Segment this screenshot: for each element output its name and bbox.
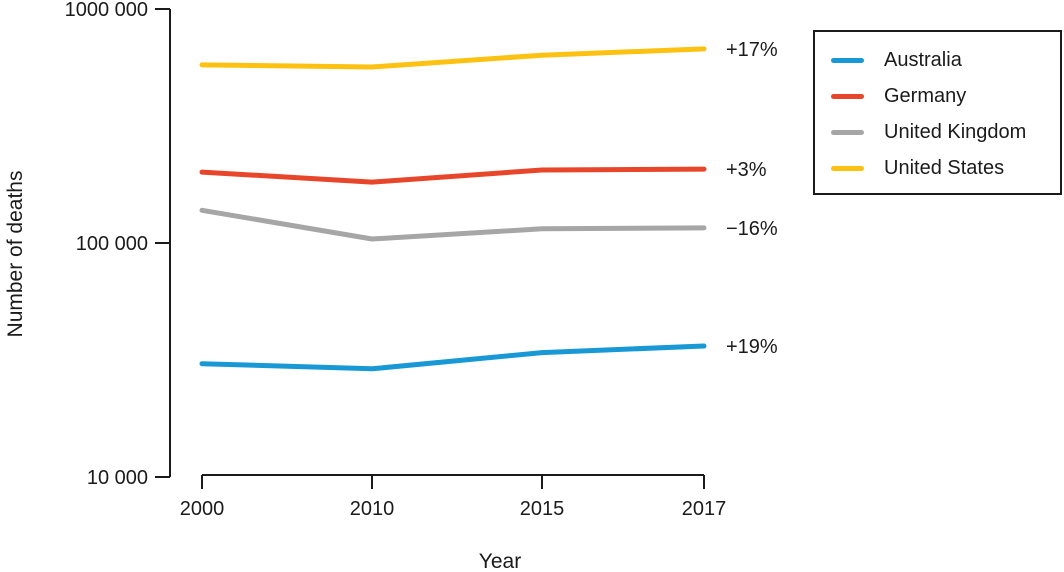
legend-label: United States <box>884 156 1005 179</box>
y-axis-title: Number of deaths <box>4 171 27 338</box>
legend-swatch <box>831 165 864 171</box>
series-line-germany <box>199 166 707 185</box>
x-tick-label: 2017 <box>682 498 727 520</box>
x-axis-tick-labels: 2000 2010 2015 2017 <box>180 498 727 520</box>
y-axis-tick-labels: 10 000 100 000 1000 000 <box>65 0 148 489</box>
annotation-united-kingdom: −16% <box>726 218 778 240</box>
legend-item-united-kingdom: United Kingdom <box>815 114 1060 150</box>
end-of-line-annotations: +19% +3% −16% +17% <box>726 39 778 358</box>
legend-label: United Kingdom <box>884 120 1027 143</box>
legend-label: Germany <box>884 84 967 107</box>
axes <box>155 8 705 489</box>
y-tick-label: 100 000 <box>76 233 148 255</box>
y-tick-label: 1000 000 <box>65 0 148 21</box>
legend-item-germany: Germany <box>815 78 1060 114</box>
x-tick-label: 2000 <box>180 498 225 520</box>
annotation-germany: +3% <box>726 159 767 181</box>
legend-box: Australia Germany United Kingdom United Sta… <box>813 30 1062 195</box>
series-line-united-kingdom <box>199 207 707 242</box>
series-line-united-states <box>199 46 707 70</box>
series-line-australia <box>199 343 707 372</box>
annotation-australia: +19% <box>726 336 778 358</box>
axis-lines <box>155 8 705 489</box>
legend-label: Australia <box>884 48 962 71</box>
x-tick-label: 2015 <box>520 498 565 520</box>
x-tick-label: 2010 <box>350 498 395 520</box>
legend-swatch <box>831 93 864 99</box>
annotation-united-states: +17% <box>726 39 778 61</box>
legend-swatch <box>831 129 864 135</box>
legend-item-united-states: United States <box>815 150 1060 186</box>
legend-swatch <box>831 57 864 63</box>
x-axis-title: Year <box>479 550 521 572</box>
legend-item-australia: Australia <box>815 42 1060 78</box>
series-lines <box>199 46 707 372</box>
y-tick-label: 10 000 <box>87 467 148 489</box>
